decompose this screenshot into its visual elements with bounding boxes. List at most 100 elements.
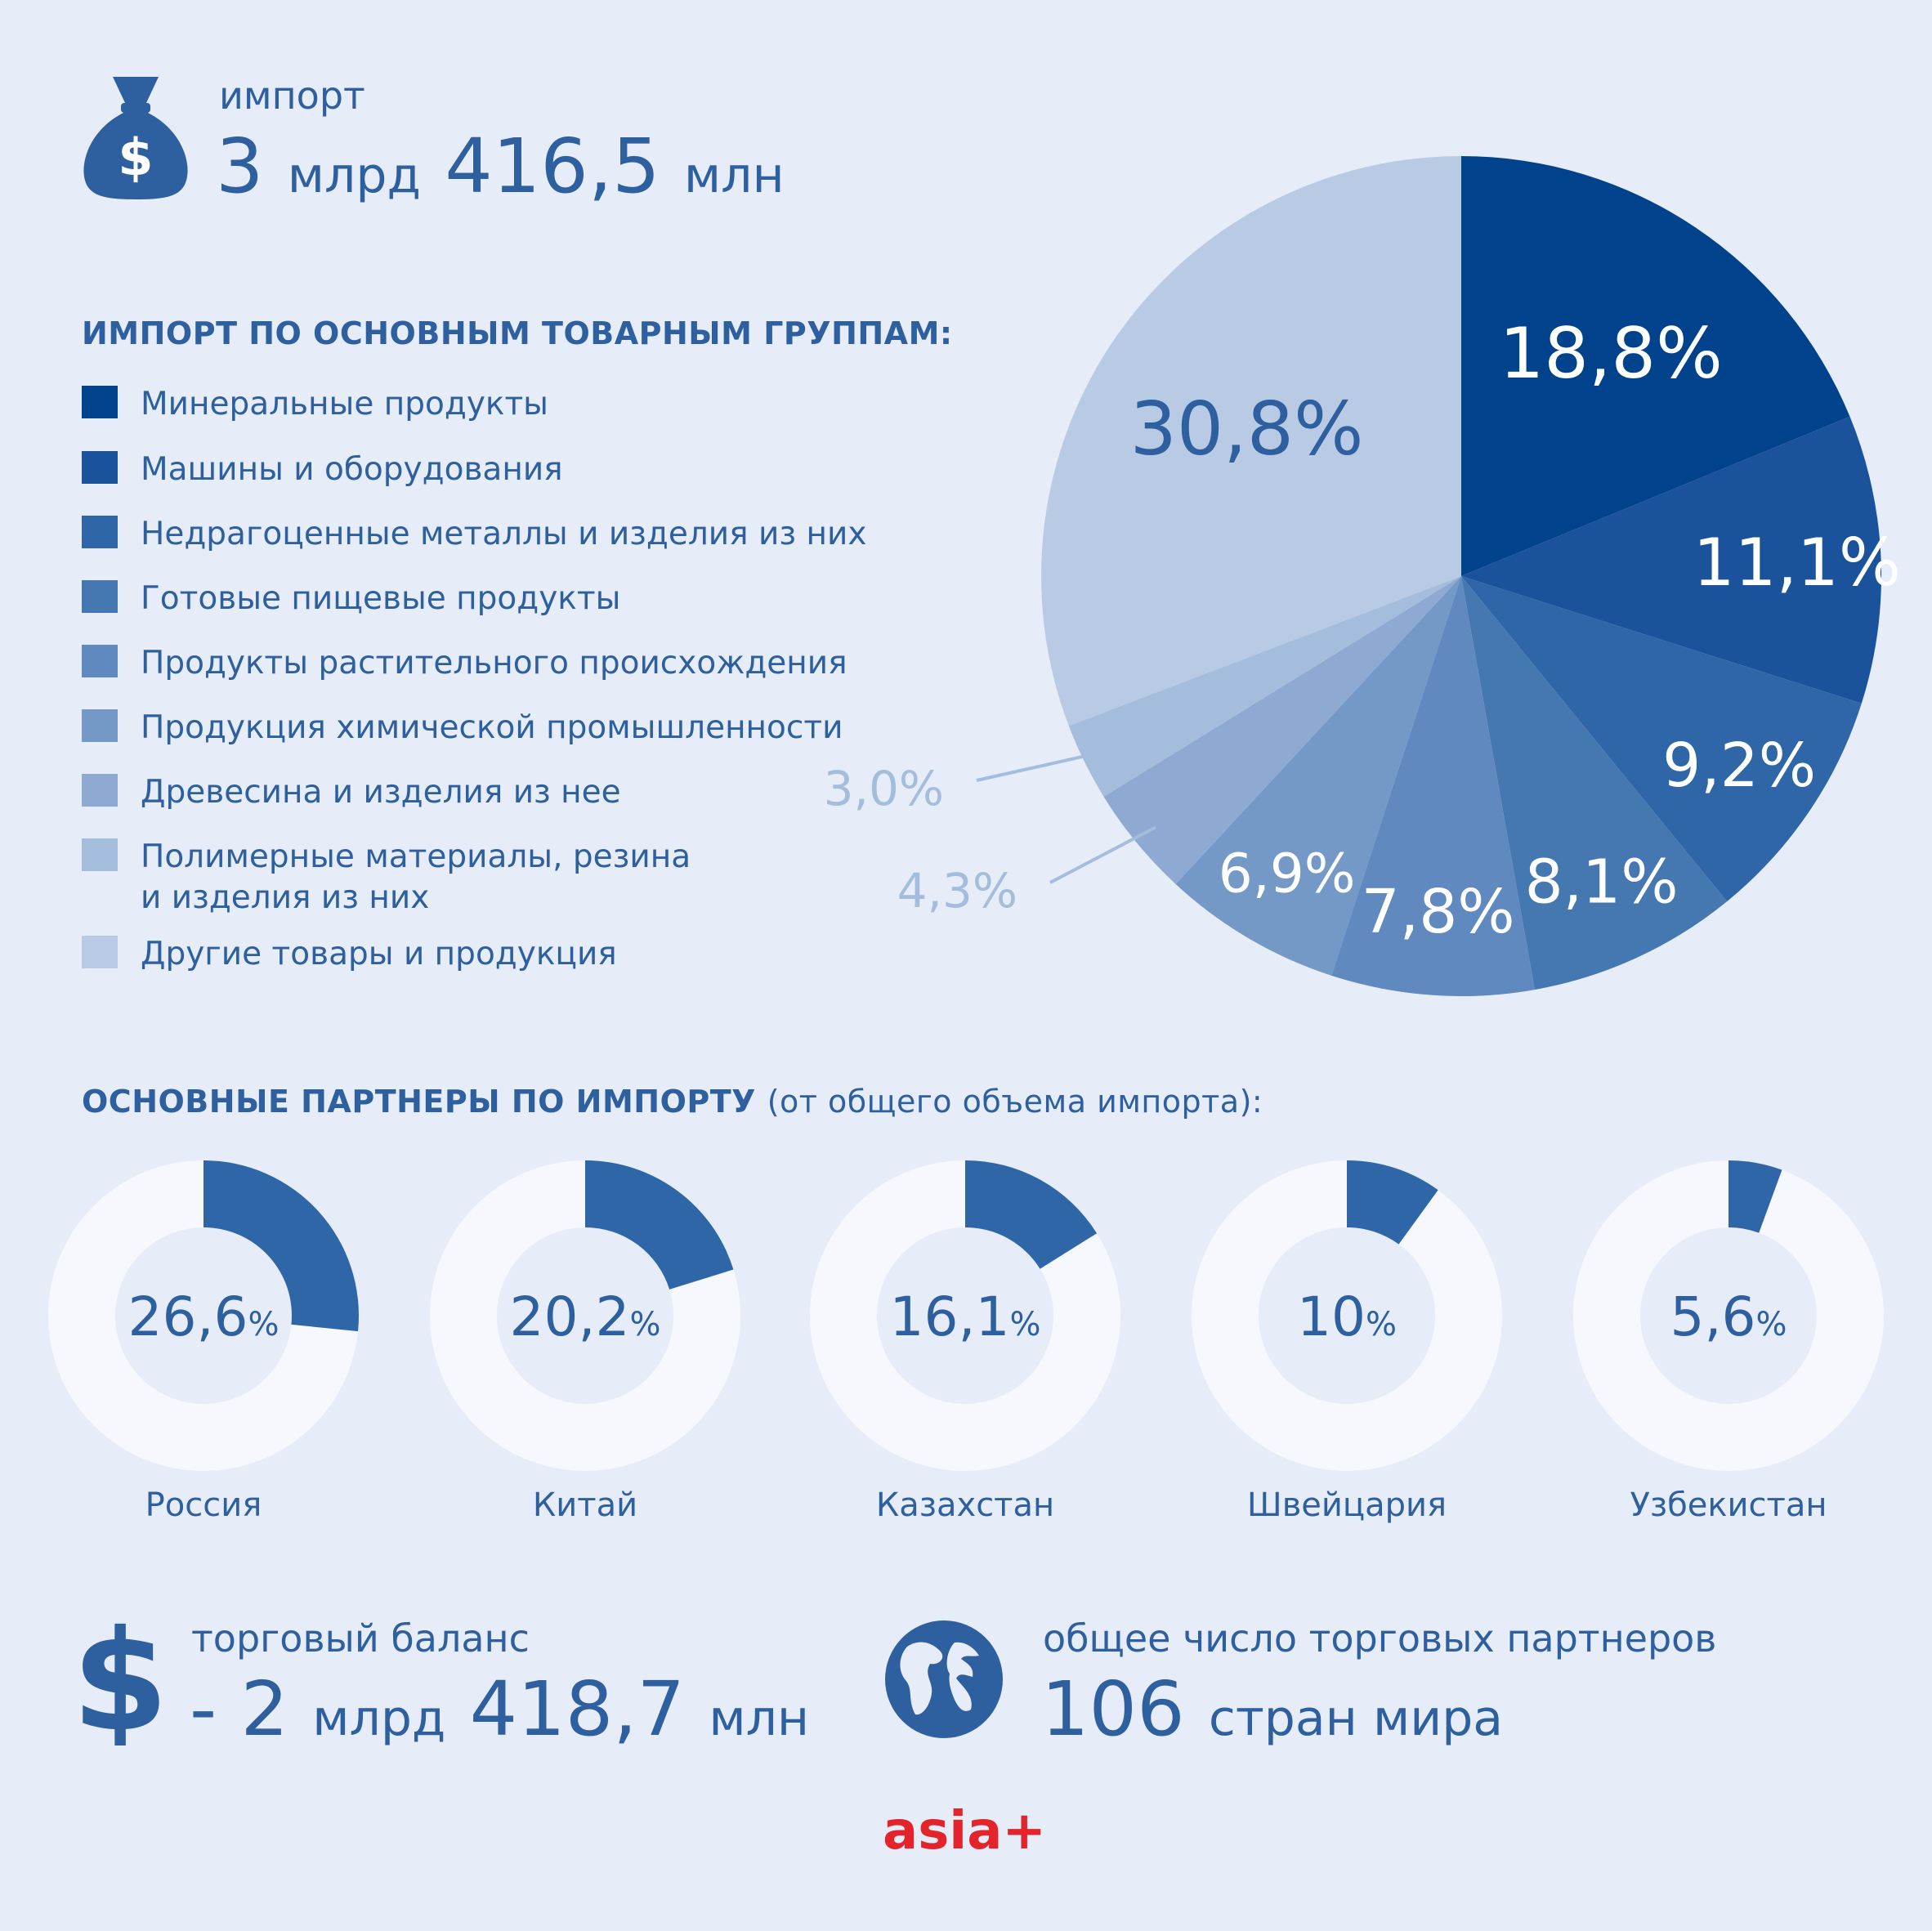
legend-swatch	[82, 774, 118, 807]
legend-item: Готовые пищевые продукты	[82, 579, 620, 619]
balance-value-unit1: млрд	[312, 1690, 446, 1747]
donut-value-label: 26,6%	[128, 1285, 280, 1348]
donut-value-label: 10%	[1297, 1285, 1397, 1348]
pie-slice	[1461, 576, 1728, 990]
legend-swatch	[82, 451, 118, 484]
donut-category-label: Китай	[533, 1486, 637, 1524]
money-bag-icon: $	[83, 77, 188, 199]
pie-leader-line	[976, 749, 1107, 782]
donut-segment	[1347, 1160, 1438, 1245]
donut-chart: 10%	[1192, 1160, 1502, 1471]
legend-item: Древесина и изделия из нее	[82, 772, 621, 813]
globe-icon	[885, 1620, 1003, 1738]
legend-item: Полимерные материалы, резина и изделия из…	[82, 837, 691, 919]
legend-label-line: Машины и оборудования	[141, 451, 563, 488]
legend-label: Недрагоценные металлы и изделия из них	[141, 514, 866, 555]
legend-item: Продукты растительного происхождения	[82, 643, 847, 684]
donut-chart: 26,6%	[48, 1160, 359, 1471]
pie-slice	[1461, 416, 1881, 704]
pie-data-label: 6,9%	[1219, 843, 1356, 905]
partners-total-value: 106 стран мира	[1041, 1672, 1503, 1747]
partners-title: ОСНОВНЫЕ ПАРТНЕРЫ ПО ИМПОРТУ (от общего …	[82, 1084, 1263, 1120]
legend-item: Недрагоценные металлы и изделия из них	[82, 514, 866, 555]
partners-total-label: общее число торговых партнеров	[1043, 1616, 1717, 1661]
svg-text:$: $	[118, 127, 153, 187]
svg-text:$: $	[75, 1615, 165, 1745]
legend-item: Продукция химической промышленности	[82, 708, 843, 749]
legend-label-line: и изделия из них	[141, 879, 430, 916]
legend-label: Продукция химической промышленности	[141, 708, 843, 749]
legend-swatch	[82, 936, 118, 968]
pie-data-label: 18,8%	[1500, 313, 1723, 395]
pie-leader-line	[1049, 825, 1157, 884]
legend-item: Другие товары и продукция	[82, 934, 617, 975]
groups-pie-chart: 18,8% 11,1% 9,2% 8,1%7,8%6,9% 4,3% 3,0% 30,8%	[824, 156, 1901, 996]
import-value-num1: 3	[216, 123, 264, 210]
partners-donut-charts: 26,6% Россия 20,2% Китай 16,1% Казахстан 10% Шв…	[48, 1160, 1884, 1524]
asia-plus-logo: asia+	[883, 1801, 1047, 1862]
legend-swatch	[82, 709, 118, 742]
legend-swatch	[82, 516, 118, 548]
donut-value-label: 16,1%	[890, 1285, 1041, 1348]
legend-label-line: Полимерные материалы, резина	[141, 838, 691, 875]
pie-data-label: 7,8%	[1362, 877, 1515, 947]
legend-label-line: Другие товары и продукция	[141, 936, 617, 972]
donut-value-label: 5,6%	[1670, 1285, 1787, 1348]
legend-label-line: Продукты растительного происхождения	[141, 645, 847, 682]
balance-value: - 2 млрд 418,7 млн	[190, 1672, 809, 1747]
balance-value-num2: 418,7	[469, 1665, 686, 1753]
balance-value-num1: - 2	[190, 1665, 288, 1753]
pie-slice	[1103, 576, 1461, 884]
partners-title-note: (от общего объема импорта):	[767, 1084, 1263, 1120]
legend-label: Полимерные материалы, резина и изделия из…	[141, 837, 691, 919]
balance-label: торговый баланс	[191, 1616, 530, 1661]
import-value-unit2: млн	[683, 147, 785, 204]
donut-chart: 5,6%	[1573, 1160, 1884, 1471]
legend-label: Другие товары и продукция	[141, 934, 617, 975]
pie-slice	[1461, 576, 1862, 902]
donut-value-label: 20,2%	[510, 1285, 661, 1348]
import-value: 3 млрд 416,5 млн	[216, 129, 785, 204]
legend-swatch	[82, 645, 118, 677]
donut-category-label: Швейцария	[1247, 1486, 1447, 1524]
legend-label-line: Продукция химической промышленности	[141, 709, 843, 746]
groups-title: ИМПОРТ ПО ОСНОВНЫМ ТОВАРНЫМ ГРУППАМ:	[82, 315, 953, 351]
pie-data-label: 9,2%	[1662, 731, 1816, 801]
legend-label-line: Минеральные продукты	[141, 386, 548, 422]
pie-slice	[1331, 576, 1535, 996]
legend-label-line: Готовые пищевые продукты	[141, 580, 621, 617]
pie-data-label: 4,3%	[897, 863, 1017, 919]
import-label: импорт	[219, 74, 365, 118]
donut-segment	[1729, 1160, 1782, 1233]
legend-label-line: Недрагоценные металлы и изделия из них	[141, 516, 867, 552]
legend-item: Минеральные продукты	[82, 384, 548, 425]
donut-chart: 20,2%	[430, 1160, 740, 1471]
legend-label: Машины и оборудования	[141, 449, 563, 490]
legend-label: Древесина и изделия из нее	[141, 772, 621, 813]
donut-category-label: Россия	[145, 1486, 262, 1524]
partners-total-num: 106	[1041, 1665, 1185, 1753]
legend-label: Минеральные продукты	[141, 384, 548, 425]
legend-swatch	[82, 386, 118, 418]
pie-slice	[1175, 576, 1461, 976]
pie-slice	[1068, 576, 1461, 797]
pie-data-label: 30,8%	[1130, 387, 1364, 472]
balance-value-unit2: млн	[709, 1690, 810, 1747]
legend-swatch	[82, 838, 118, 871]
import-value-num2: 416,5	[445, 123, 660, 210]
legend-swatch	[82, 580, 118, 613]
donut-segment	[585, 1160, 734, 1290]
dollar-icon: $	[75, 1615, 165, 1745]
pie-slice	[1461, 156, 1850, 576]
legend-label-line: Древесина и изделия из нее	[141, 774, 621, 811]
legend-item: Машины и оборудования	[82, 449, 563, 490]
partners-title-bold: ОСНОВНЫЕ ПАРТНЕРЫ ПО ИМПОРТУ	[82, 1084, 756, 1120]
donut-category-label: Казахстан	[876, 1486, 1054, 1524]
donut-category-label: Узбекистан	[1630, 1486, 1827, 1524]
donut-chart: 16,1%	[810, 1160, 1120, 1471]
legend-label: Продукты растительного происхождения	[141, 643, 847, 684]
partners-total-unit: стран мира	[1208, 1690, 1504, 1747]
pie-data-label: 11,1%	[1693, 525, 1901, 601]
import-value-unit1: млрд	[287, 147, 421, 204]
legend-label: Готовые пищевые продукты	[141, 579, 620, 619]
